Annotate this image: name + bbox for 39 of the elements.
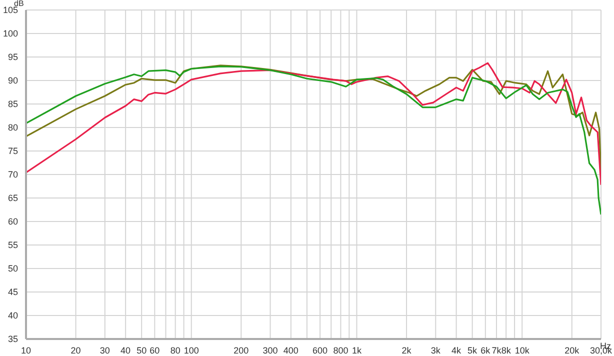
x-tick-label: 40 [120,345,131,356]
y-tick-label: 100 [2,28,18,39]
x-tick-label: 30 [100,345,110,356]
y-tick-label: 105 [2,5,18,16]
y-tick-label: 35 [8,334,18,344]
x-tick-label: 20 [70,345,81,356]
x-tick-label: 4k [452,345,462,356]
y-tick-label: 95 [8,52,18,62]
y-tick-label: 75 [8,146,18,156]
y-tick-label: 90 [8,76,18,86]
x-tick-label: 20k [564,345,580,356]
x-tick-label: 10 [20,345,32,356]
x-tick-label: 7k [492,345,502,356]
x-tick-label: 800 [333,345,348,356]
y-tick-label: 80 [8,122,18,133]
y-tick-label: 85 [8,99,18,110]
y-axis-title: dB [14,0,24,8]
y-tick-label: 45 [8,287,18,298]
x-tick-label: 5k [468,345,478,356]
x-tick-label: 3k [430,345,441,356]
y-tick-label: 40 [8,310,18,321]
y-tick-label: 55 [8,240,18,250]
x-tick-label: 400 [283,345,298,356]
x-tick-label: 50 [136,345,147,356]
x-tick-label: 60 [150,345,160,356]
y-tick-label: 70 [8,170,18,180]
x-tick-label: 2k [402,345,412,356]
x-tick-label: 200 [234,345,249,356]
y-tick-label: 60 [8,216,18,227]
x-tick-label: 600 [312,345,328,356]
x-tick-label: 1k [352,345,362,356]
x-tick-label: 8k [501,345,512,356]
x-tick-label: 80 [170,345,180,356]
y-tick-label: 50 [8,264,18,274]
y-tick-label: 65 [8,193,18,204]
x-tick-label: 100 [184,345,199,356]
x-tick-label: 10k [514,345,530,356]
x-tick-label: 6k [480,345,491,356]
x-tick-label: 300 [262,345,278,356]
